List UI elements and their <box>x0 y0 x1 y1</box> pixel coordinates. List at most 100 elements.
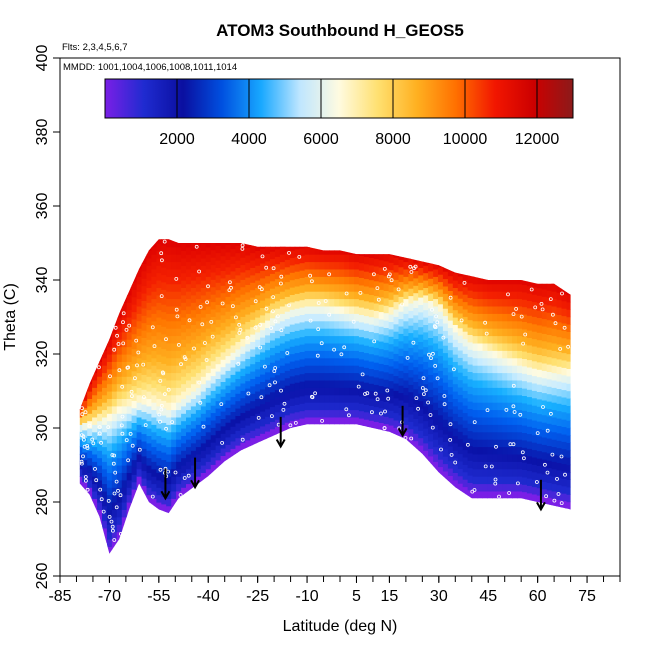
field-cell <box>566 353 571 362</box>
field-cell <box>294 345 301 354</box>
field-cell <box>546 341 553 350</box>
field-cell <box>111 317 118 325</box>
field-cell <box>497 320 503 329</box>
sample-marker <box>257 285 262 290</box>
field-cell <box>546 482 553 491</box>
field-cell <box>551 342 558 351</box>
field-cell <box>462 338 469 347</box>
field-cell <box>245 277 251 285</box>
field-cell <box>195 239 202 240</box>
field-cell <box>87 368 93 377</box>
field-cell <box>526 426 533 435</box>
field-cell <box>314 291 320 300</box>
field-cell <box>161 341 167 350</box>
field-cell <box>433 335 439 344</box>
field-cell <box>457 268 464 277</box>
field-cell <box>274 330 281 339</box>
field-cell <box>141 278 147 287</box>
field-cell <box>106 420 113 429</box>
sample-marker <box>545 428 550 433</box>
sample-marker <box>555 476 559 481</box>
field-cell <box>319 335 325 344</box>
field-cell <box>388 365 395 374</box>
field-cell <box>368 390 375 399</box>
field-cell <box>408 325 414 334</box>
field-cell <box>354 239 360 248</box>
field-cell <box>270 391 276 400</box>
field-cell <box>131 481 138 490</box>
field-cell <box>260 403 266 412</box>
field-cell <box>250 437 256 446</box>
field-cell <box>561 463 567 472</box>
sample-marker <box>308 318 313 323</box>
field-cell <box>215 260 222 268</box>
field-cell <box>492 394 498 403</box>
field-cell <box>482 276 488 285</box>
field-cell <box>477 365 483 374</box>
field-cell <box>497 305 503 314</box>
field-cell <box>472 357 479 366</box>
field-cell <box>334 291 340 300</box>
field-cell <box>551 365 558 374</box>
field-cell <box>556 484 563 493</box>
field-cell <box>408 302 414 311</box>
field-cell <box>260 239 266 242</box>
field-cell <box>156 243 162 251</box>
sample-marker <box>117 368 122 373</box>
field-cell <box>176 328 182 337</box>
field-cell <box>141 381 147 390</box>
field-cell <box>423 331 429 340</box>
field-cell <box>156 361 162 370</box>
field-cell <box>141 389 147 398</box>
field-cell <box>477 350 483 359</box>
field-cell <box>418 297 424 305</box>
sample-marker <box>518 412 523 417</box>
field-cell <box>304 246 311 255</box>
field-cell <box>472 298 479 307</box>
field-cell <box>398 392 404 401</box>
field-cell <box>566 383 571 392</box>
field-cell <box>171 335 177 344</box>
field-cell <box>536 413 543 422</box>
field-cell <box>472 328 479 337</box>
field-cell <box>408 384 414 393</box>
field-cell <box>561 337 567 346</box>
field-cell <box>226 230 232 238</box>
field-cell <box>220 396 227 405</box>
sample-marker <box>319 341 324 346</box>
field-cell <box>304 328 311 337</box>
field-cell <box>111 361 118 370</box>
field-cell <box>289 405 296 414</box>
field-cell <box>82 392 88 401</box>
field-cell <box>156 250 162 259</box>
field-cell <box>102 446 108 455</box>
field-cell <box>349 357 355 366</box>
field-cell <box>517 298 523 307</box>
field-cell <box>413 403 419 412</box>
field-cell <box>156 354 162 362</box>
field-cell <box>561 315 567 324</box>
field-cell <box>176 439 182 448</box>
field-cell <box>462 331 469 340</box>
field-cell <box>205 387 212 396</box>
field-cell <box>279 305 286 314</box>
field-cell <box>200 272 207 281</box>
field-cell <box>507 335 513 344</box>
field-cell <box>517 453 523 462</box>
field-cell <box>512 283 518 292</box>
field-cell <box>482 439 488 448</box>
field-cell <box>344 342 350 351</box>
sample-marker <box>405 355 410 360</box>
field-cell <box>166 498 172 507</box>
field-cell <box>166 328 172 337</box>
field-cell <box>225 259 231 268</box>
field-cell <box>398 333 404 342</box>
field-cell <box>151 483 157 492</box>
field-cell <box>245 432 251 441</box>
field-cell <box>92 424 98 433</box>
field-cell <box>186 453 192 462</box>
field-cell <box>531 405 538 414</box>
field-cell <box>195 313 202 322</box>
field-cell <box>250 289 256 298</box>
field-cell <box>250 445 256 453</box>
